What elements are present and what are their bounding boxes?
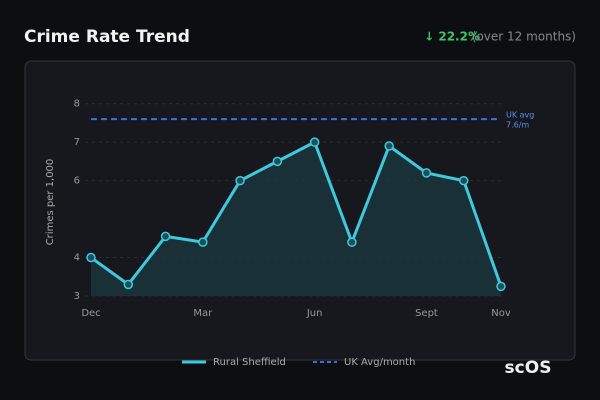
change-note: (over 12 months) — [472, 30, 576, 44]
y-tick-label: 7 — [74, 137, 80, 148]
point — [160, 231, 171, 242]
title: Crime Rate Trend — [24, 27, 190, 47]
point — [198, 237, 208, 247]
y-tick-label: 4 — [74, 253, 80, 264]
point — [272, 156, 283, 167]
point — [235, 175, 245, 186]
legend-label: UK Avg/month — [344, 357, 415, 368]
point — [496, 281, 506, 292]
reference-label: UK avg — [506, 111, 534, 120]
legend-label: Rural Sheffield — [213, 357, 286, 368]
point — [86, 252, 96, 263]
point — [384, 141, 394, 151]
y-tick-label: 6 — [74, 176, 80, 187]
point — [309, 137, 320, 147]
x-tick-label: Mar — [193, 308, 213, 319]
point — [347, 237, 357, 247]
change: ↓ 22.2% — [424, 30, 480, 44]
reference-label: 7.6/m — [506, 121, 529, 130]
point — [123, 279, 134, 290]
x-tick-label: Nov — [491, 308, 511, 319]
line — [90, 140, 503, 287]
point — [421, 168, 432, 178]
y-tick-label: 8 — [74, 99, 80, 110]
x-tick-label: Jun — [306, 308, 323, 319]
area — [91, 142, 501, 296]
watermark: scOS — [505, 358, 552, 378]
x-tick-label: Dec — [81, 308, 100, 319]
x-tick-label: Sept — [415, 308, 438, 319]
y-tick-label: 3 — [74, 291, 80, 302]
y-axis-label: Crimes per 1,000 — [45, 159, 56, 246]
point — [458, 175, 469, 186]
